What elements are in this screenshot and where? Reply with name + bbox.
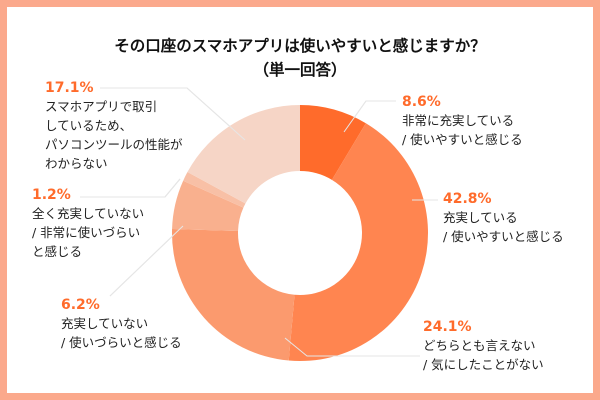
category-label-5-line-3: わからない: [45, 156, 108, 171]
chart-subtitle: （単一回答）: [253, 61, 347, 79]
category-label-3-line-0: 充実していない: [61, 316, 149, 331]
donut-slice-1: [288, 123, 428, 361]
category-label-1-line-0: 充実している: [443, 210, 518, 225]
category-label-0-line-0: 非常に充実している: [402, 113, 515, 128]
leader-line-overlay-0: [343, 100, 396, 133]
donut-slice-5: [187, 105, 300, 204]
label-slice-0: 8.6% 非常に充実している / 使いやすいと感じる: [402, 93, 523, 149]
category-label-5-line-2: パソコンツールの性能が: [45, 137, 183, 152]
leader-line-overlay-3: [109, 225, 184, 297]
category-label-5-line-0: スマホアプリで取引: [45, 99, 158, 114]
label-slice-3: 6.2% 充実していない / 使いづらいと感じる: [61, 296, 182, 352]
category-label-2-line-0: どちらとも言えない: [423, 338, 536, 353]
donut-slice-2: [172, 228, 295, 361]
leader-line-overlay-2: [284, 337, 420, 357]
chart-title: その口座のスマホアプリは使いやすいと感じますか？: [114, 37, 486, 55]
label-slice-1: 42.8% 充実している / 使いやすいと感じる: [443, 190, 564, 246]
category-label-2-line-1: / 気にしたことがない: [423, 357, 544, 372]
label-slice-5: 17.1% スマホアプリで取引 しているため、 パソコンツールの性能が わからな…: [45, 79, 183, 173]
value-label-2: 24.1%: [423, 319, 472, 335]
value-label-5: 17.1%: [45, 80, 94, 96]
value-label-3: 6.2%: [61, 297, 100, 313]
category-label-4-line-0: 全く充実していない: [32, 206, 145, 221]
label-slice-4: 1.2% 全く充実していない / 非常に使いづらい と感じる: [32, 186, 144, 261]
category-label-3-line-1: / 使いづらいと感じる: [61, 335, 182, 350]
leader-line-overlay-5: [100, 87, 246, 141]
value-label-4: 1.2%: [32, 187, 71, 203]
category-label-0-line-1: / 使いやすいと感じる: [402, 132, 523, 147]
donut-slice-3: [172, 180, 244, 232]
leader-line-overlay-4: [80, 178, 181, 198]
donut-slice-4: [183, 172, 246, 208]
category-label-5-line-1: しているため、: [45, 118, 133, 133]
label-slice-2: 24.1% どちらとも言えない / 気にしたことがない: [423, 318, 544, 374]
value-label-1: 42.8%: [443, 191, 492, 207]
category-label-4-line-2: と感じる: [32, 244, 83, 259]
category-label-1-line-1: / 使いやすいと感じる: [443, 229, 564, 244]
category-label-4-line-1: / 非常に使いづらい: [32, 225, 141, 240]
value-label-0: 8.6%: [402, 94, 441, 110]
